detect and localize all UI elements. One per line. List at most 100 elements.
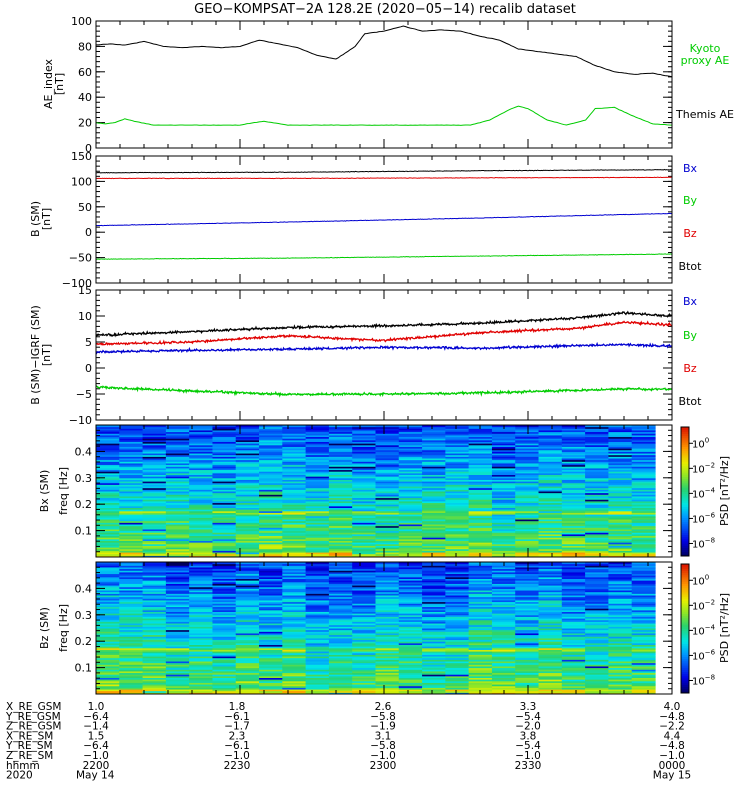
spectrogram-cell [561, 451, 586, 454]
ephemeris-value: May 15 [653, 770, 691, 782]
spectrogram-cell [468, 499, 493, 502]
spectrogram-cell [561, 456, 586, 459]
spectrogram-cell [631, 641, 656, 644]
spectrogram-cell [305, 426, 330, 429]
spectrogram-cell [189, 459, 214, 462]
spectrogram-cell [422, 598, 446, 601]
spectrogram-cell [119, 616, 144, 619]
spectrogram-cell [189, 621, 214, 624]
spectrogram-cell [608, 495, 633, 499]
spectrogram-cell [259, 618, 283, 621]
spectrogram-cell [515, 519, 540, 522]
spectrogram-cell [119, 603, 144, 606]
spectrogram-cell [305, 443, 330, 446]
spectrogram-cell [305, 609, 330, 612]
spectrogram-cell [445, 443, 470, 446]
spectrogram-cell [398, 530, 423, 533]
spectrogram-cell [561, 684, 586, 687]
spectrogram-cell [235, 524, 260, 527]
spectrogram-cell [515, 614, 540, 617]
spectrogram-cell [468, 661, 493, 664]
spectrogram-cell [328, 562, 353, 565]
spectrogram-cell [422, 524, 446, 527]
spectrogram-cell [119, 431, 144, 434]
spectrogram-cell [96, 494, 120, 497]
spectrogram-cell [585, 486, 610, 489]
spectrogram-cell [491, 439, 516, 442]
y-tick-label: 80 [78, 40, 92, 53]
spectrogram-cell [119, 479, 144, 482]
spectrogram-cell [305, 449, 330, 452]
spectrogram-cell [235, 596, 260, 599]
spectrogram-cell [422, 652, 446, 655]
spectrogram-cell [585, 466, 610, 469]
spectrogram-cell [631, 591, 656, 594]
spectrogram-cell [235, 576, 260, 579]
spectrogram-cell [189, 601, 214, 604]
spectrogram-cell [631, 623, 656, 626]
spectrogram-cell [422, 576, 446, 579]
spectrogram-cell [328, 487, 353, 490]
spectrogram-cell [142, 509, 167, 512]
spectrogram-cell [142, 500, 167, 504]
colorbar-band [681, 587, 689, 591]
spectrogram-cell [398, 679, 423, 682]
spectrogram-cell [212, 495, 237, 499]
colorbar-band [681, 547, 689, 551]
spectrogram-cell [352, 679, 377, 682]
spectrogram-cell [96, 646, 120, 649]
spectrogram-cell [165, 512, 190, 515]
spectrogram-cell [515, 621, 540, 624]
spectrogram-cell [305, 642, 330, 645]
spectrogram-cell [585, 661, 610, 664]
spectrogram-cell [468, 672, 493, 675]
spectrogram-cell [165, 596, 190, 599]
spectrogram-cell [608, 657, 633, 660]
spectrogram-cell [282, 451, 307, 454]
spectrogram-cell [259, 436, 283, 439]
colorbar-band [681, 630, 689, 634]
spectrogram-cell [515, 565, 540, 568]
spectrogram-cell [491, 517, 516, 520]
spectrogram-cell [445, 487, 470, 490]
spectrogram-cell [445, 613, 470, 616]
spectrogram-cell [235, 491, 260, 494]
spectrogram-cell [422, 628, 446, 631]
spectrogram-cell [328, 520, 353, 523]
spectrogram-cell [375, 532, 400, 535]
spectrogram-cell [631, 456, 656, 459]
spectrogram-cell [445, 636, 470, 639]
spectrogram-cell [491, 573, 516, 576]
spectrogram-cell [328, 553, 353, 556]
spectrogram-cell [165, 601, 190, 604]
spectrogram-cell [422, 550, 446, 553]
spectrogram-cell [561, 481, 586, 484]
spectrogram-cell [259, 533, 283, 537]
spectrogram-cell [585, 525, 610, 528]
spectrogram-cell [515, 591, 540, 594]
spectrogram-cell [515, 542, 540, 545]
spectrogram-cell [375, 656, 400, 659]
ephemeris-value: 3.8 [520, 730, 537, 742]
spectrogram-cell [352, 568, 377, 571]
spectrogram-cell [328, 514, 353, 517]
spectrogram-cell [259, 689, 283, 692]
spectrogram-cell [631, 680, 656, 683]
spectrogram-cell [189, 593, 214, 596]
spectrogram-cell [561, 458, 586, 461]
spectrogram-cell [515, 661, 540, 664]
spectrogram-cell [189, 576, 214, 579]
series-line-bz [95, 176, 673, 180]
spectrogram-cell [328, 441, 353, 444]
spectrogram-cell [305, 517, 330, 520]
spectrogram-cell [165, 456, 190, 459]
spectrogram-cell [352, 599, 377, 603]
spectrogram-cell [212, 428, 237, 431]
spectrogram-cell [631, 634, 656, 637]
spectrogram-cell [235, 436, 260, 439]
spectrogram-cell [538, 563, 563, 566]
spectrogram-cell [305, 571, 330, 575]
spectrogram-cell [212, 672, 237, 675]
spectrogram-cell [119, 677, 144, 680]
spectrogram-cell [352, 614, 377, 617]
